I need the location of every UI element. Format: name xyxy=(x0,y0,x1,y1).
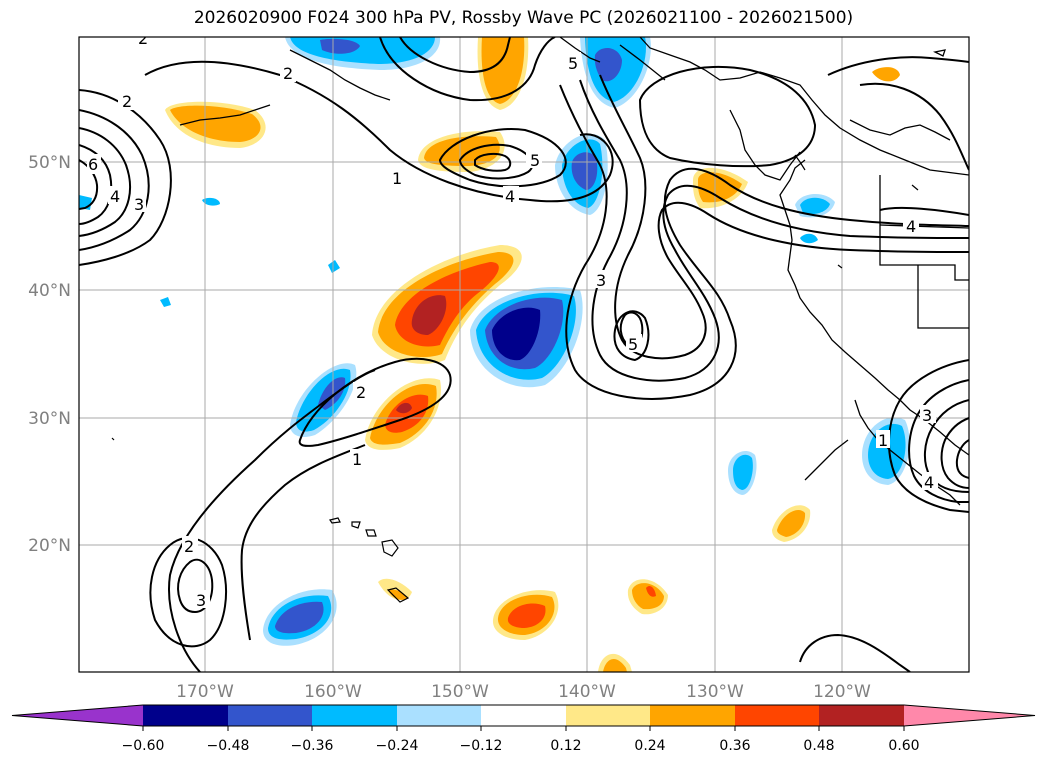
lon-label: 150°W xyxy=(431,682,489,702)
colorbar-tick-label: 0.24 xyxy=(634,738,665,754)
contour-label: 3 xyxy=(922,406,932,425)
colorbar-segment xyxy=(735,705,819,726)
lon-label: 140°W xyxy=(558,682,616,702)
positive-anomaly-south xyxy=(378,505,811,672)
lon-label: 170°W xyxy=(176,682,234,702)
contour-label: 5 xyxy=(568,54,578,73)
lat-label: 40°N xyxy=(28,281,71,301)
colorbar-extend-high xyxy=(904,705,1035,726)
contour-label: 5 xyxy=(530,151,540,170)
colorbar-segment xyxy=(819,705,904,726)
positive-anomaly-mid xyxy=(365,378,441,450)
negative-anomaly-central xyxy=(470,286,583,388)
colorbar-tick-label: −0.12 xyxy=(460,738,503,754)
contour-label: 4 xyxy=(110,187,120,206)
lon-label: 160°W xyxy=(304,682,362,702)
contour-label: 2 xyxy=(138,29,148,48)
latitude-labels: 50°N 40°N 30°N 20°N xyxy=(28,153,71,556)
contour-label: 3 xyxy=(596,271,606,290)
colorbar-segment xyxy=(312,705,397,726)
colorbar-tick-label: 0.48 xyxy=(803,738,834,754)
map-title: 2026020900 F024 300 hPa PV, Rossby Wave … xyxy=(193,8,854,28)
contour-label: 4 xyxy=(906,217,916,236)
colorbar-segment xyxy=(143,705,228,726)
islands xyxy=(111,154,919,603)
negative-anomaly-south xyxy=(263,589,337,646)
contour-labels: 2 2 2 5 6 4 3 5 4 1 4 3 5 2 xyxy=(87,29,938,610)
contour-label: 1 xyxy=(352,450,362,469)
colorbar-segment xyxy=(228,705,312,726)
lon-label: 120°W xyxy=(813,682,871,702)
contour-label: 1 xyxy=(878,431,888,450)
contour-label: 6 xyxy=(88,155,98,174)
lon-label: 130°W xyxy=(686,682,744,702)
graticule xyxy=(79,37,969,672)
lat-label: 30°N xyxy=(28,409,71,429)
colorbar: −0.60 −0.48 −0.36 −0.24 −0.12 0.12 0.24 … xyxy=(11,704,1036,754)
colorbar-tick-label: 0.60 xyxy=(888,738,919,754)
colorbar-tick-label: −0.36 xyxy=(291,738,334,754)
colorbar-segment xyxy=(481,705,566,726)
contour-label: 2 xyxy=(184,537,194,556)
contour-label: 2 xyxy=(356,383,366,402)
contour-label: 4 xyxy=(924,473,934,492)
contour-label: 3 xyxy=(134,195,144,214)
longitude-labels: 170°W 160°W 150°W 140°W 130°W 120°W xyxy=(176,682,871,702)
lat-label: 20°N xyxy=(28,536,71,556)
contour-label: 5 xyxy=(628,335,638,354)
colorbar-segment xyxy=(397,705,481,726)
positive-anomaly-central xyxy=(372,245,522,364)
colorbar-extend-low xyxy=(12,705,143,726)
lat-label: 50°N xyxy=(28,153,71,173)
map-frame xyxy=(78,36,970,673)
contour-label: 4 xyxy=(505,187,515,206)
colorbar-tick-label: −0.60 xyxy=(122,738,165,754)
colorbar-segment xyxy=(566,705,650,726)
colorbar-segment xyxy=(650,705,735,726)
contour-label: 1 xyxy=(392,169,402,188)
colorbar-tick-label: −0.48 xyxy=(207,738,250,754)
contour-label: 2 xyxy=(283,64,293,83)
contour-label: 2 xyxy=(122,92,132,111)
colorbar-tick-label: −0.24 xyxy=(376,738,419,754)
negative-anomaly-small xyxy=(79,194,835,495)
contour-label: 3 xyxy=(196,591,206,610)
colorbar-tick-label: 0.12 xyxy=(550,738,581,754)
colorbar-tick-label: 0.36 xyxy=(719,738,750,754)
